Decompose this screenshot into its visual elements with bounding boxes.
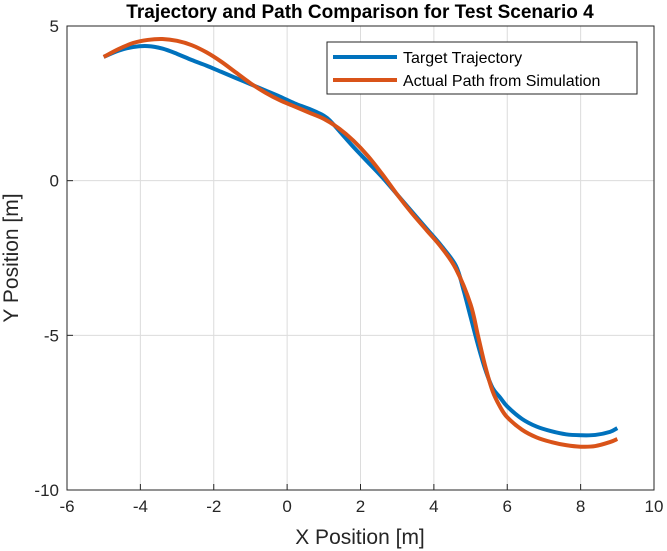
legend: Target Trajectory Actual Path from Simul… bbox=[326, 41, 638, 95]
series-line-actual-path bbox=[102, 36, 619, 449]
x-axis-label: X Position [m] bbox=[295, 526, 425, 549]
x-tick-label: 8 bbox=[576, 497, 585, 516]
series-layer bbox=[102, 36, 619, 449]
x-tick-label: 4 bbox=[429, 497, 438, 516]
x-axis: -6 -4 -2 0 2 4 6 8 10 bbox=[59, 484, 663, 516]
x-tick-label: -4 bbox=[133, 497, 148, 516]
y-tick-label: 0 bbox=[50, 172, 59, 191]
x-tick-label: -6 bbox=[59, 497, 74, 516]
legend-label-target-trajectory: Target Trajectory bbox=[403, 50, 522, 67]
y-axis: -10 -5 0 5 bbox=[34, 17, 73, 500]
y-tick-label: -10 bbox=[34, 481, 59, 500]
y-tick-label: 5 bbox=[50, 17, 59, 36]
x-tick-label: 0 bbox=[282, 497, 291, 516]
x-tick-label: 10 bbox=[645, 497, 664, 516]
legend-box bbox=[326, 41, 638, 95]
legend-label-actual-path: Actual Path from Simulation bbox=[403, 73, 600, 90]
x-tick-label: 6 bbox=[503, 497, 512, 516]
chart-title: Trajectory and Path Comparison for Test … bbox=[126, 2, 594, 23]
y-tick-label: -5 bbox=[44, 326, 59, 345]
x-tick-label: 2 bbox=[356, 497, 365, 516]
x-tick-label: -2 bbox=[206, 497, 221, 516]
y-axis-label: Y Position [m] bbox=[0, 193, 23, 322]
